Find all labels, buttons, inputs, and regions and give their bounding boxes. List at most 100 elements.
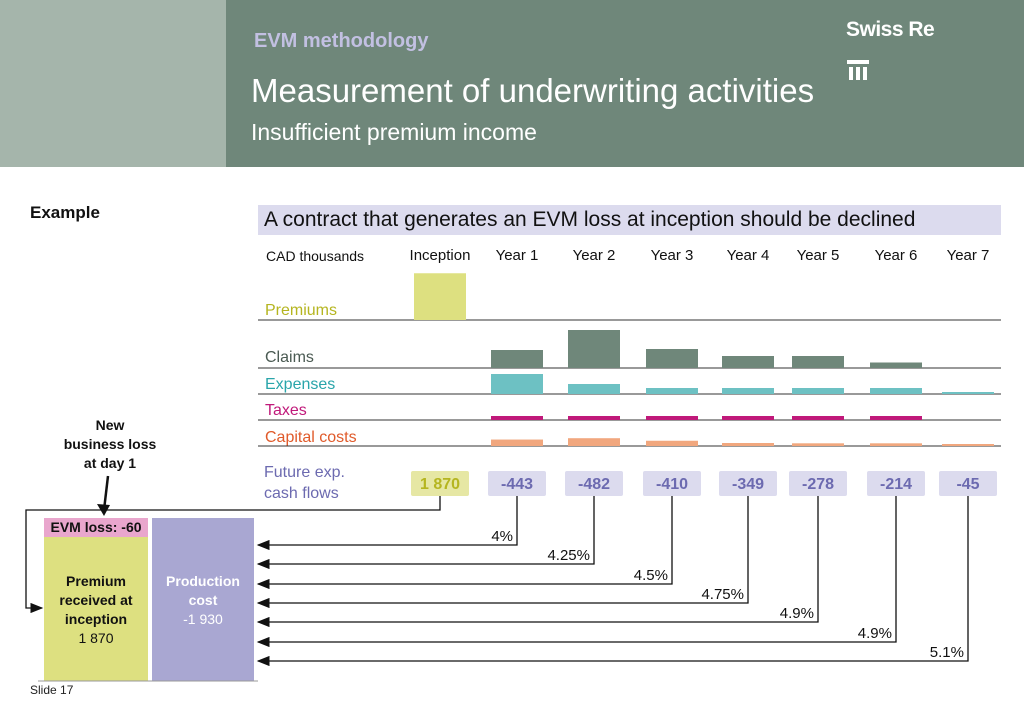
- callout-line-1: New: [95, 417, 125, 433]
- discount-rate-4: 4.9%: [780, 605, 814, 622]
- bar-4-1: [491, 439, 543, 446]
- bar-4-5: [792, 443, 844, 446]
- cash-flow-box-7: [939, 471, 997, 496]
- discount-arrow-0: [256, 496, 518, 551]
- bar-3-3: [646, 416, 698, 420]
- callout-new-business-loss: New business loss at day 1: [50, 416, 170, 473]
- production-cost-box: [152, 518, 254, 681]
- future-cash-flows-label-1: Future exp.: [264, 464, 345, 481]
- cash-flow-value-0: 1 870: [420, 476, 460, 493]
- bar-2-7: [942, 392, 994, 394]
- bar-2-2: [568, 384, 620, 394]
- bar-2-5: [792, 388, 844, 394]
- discount-arrow-5: [256, 496, 897, 648]
- cash-flow-box-6: [867, 471, 925, 496]
- premium-line-3: inception: [64, 611, 128, 627]
- bar-3-4: [722, 416, 774, 420]
- bar-2-6: [870, 388, 922, 394]
- bar-0-0: [414, 273, 466, 320]
- cash-flow-value-4: -349: [732, 476, 764, 493]
- column-header-0: Inception: [410, 247, 471, 264]
- premium-line-1: Premium: [66, 573, 126, 589]
- discount-arrow-2: [256, 496, 673, 590]
- header-left-panel: [0, 0, 226, 167]
- swiss-re-logo-icon: [847, 60, 869, 80]
- cash-flow-box-0: [411, 471, 469, 496]
- cash-flow-value-2: -482: [578, 476, 610, 493]
- callout-line-3: at day 1: [83, 455, 137, 471]
- premium-value: 1 870: [78, 630, 114, 646]
- bar-3-5: [792, 416, 844, 420]
- column-header-3: Year 3: [651, 247, 694, 264]
- cash-flow-box-5: [789, 471, 847, 496]
- cash-flow-box-3: [643, 471, 701, 496]
- column-header-7: Year 7: [947, 247, 990, 264]
- bar-3-1: [491, 416, 543, 420]
- cash-flow-value-6: -214: [880, 476, 912, 493]
- column-header-5: Year 5: [797, 247, 840, 264]
- example-label: Example: [30, 203, 100, 222]
- bar-1-4: [722, 356, 774, 368]
- discount-arrow-1: [256, 496, 595, 570]
- banner: A contract that generates an EVM loss at…: [258, 205, 1001, 235]
- discount-rate-3: 4.75%: [701, 586, 744, 603]
- discount-arrow-4: [256, 496, 819, 628]
- bar-1-2: [568, 330, 620, 368]
- discount-rate-1: 4.25%: [547, 547, 590, 564]
- cash-flow-box-2: [565, 471, 623, 496]
- cash-flow-value-7: -45: [956, 476, 979, 493]
- discount-rate-2: 4.5%: [634, 567, 668, 584]
- callout-arrow-shaft: [102, 475, 110, 511]
- bar-4-4: [722, 443, 774, 446]
- cash-flow-box-4: [719, 471, 777, 496]
- banner-text: A contract that generates an EVM loss at…: [264, 208, 916, 231]
- discount-arrow-3: [256, 496, 749, 609]
- cash-flow-value-1: -443: [501, 476, 533, 493]
- row-label-3: Taxes: [265, 402, 307, 419]
- column-header-2: Year 2: [573, 247, 616, 264]
- premium-box: [44, 537, 148, 681]
- discount-rate-0: 4%: [491, 528, 513, 545]
- section-title: EVM methodology: [254, 30, 429, 52]
- brand-logo-text: Swiss Re: [846, 18, 935, 41]
- bar-4-7: [942, 444, 994, 446]
- cash-flow-value-5: -278: [802, 476, 834, 493]
- column-header-6: Year 6: [875, 247, 918, 264]
- callout-arrow-head: [97, 504, 110, 516]
- bar-1-5: [792, 356, 844, 368]
- cash-flow-box-1: [488, 471, 546, 496]
- bar-4-3: [646, 440, 698, 446]
- discount-rate-5: 4.9%: [858, 625, 892, 642]
- row-label-1: Claims: [265, 349, 314, 366]
- unit-label: CAD thousands: [266, 248, 364, 264]
- column-header-4: Year 4: [727, 247, 770, 264]
- production-cost-text: Production cost -1 930: [152, 572, 254, 629]
- evm-loss-label: EVM loss: -60: [44, 518, 148, 537]
- cost-line-2: cost: [188, 592, 218, 608]
- row-label-4: Capital costs: [265, 429, 357, 446]
- slide-number: Slide 17: [30, 683, 74, 697]
- bar-3-6: [870, 416, 922, 420]
- slide-subtitle: Insufficient premium income: [251, 119, 537, 145]
- cost-value: -1 930: [183, 611, 223, 627]
- bar-3-2: [568, 416, 620, 420]
- bar-4-2: [568, 438, 620, 446]
- row-label-0: Premiums: [265, 302, 337, 319]
- bar-2-4: [722, 388, 774, 394]
- bar-2-3: [646, 388, 698, 394]
- slide-title: Measurement of underwriting activities: [251, 72, 815, 109]
- row-label-2: Expenses: [265, 376, 335, 393]
- bar-4-6: [870, 443, 922, 446]
- cash-flow-value-3: -410: [656, 476, 688, 493]
- column-header-1: Year 1: [496, 247, 539, 264]
- bar-1-3: [646, 349, 698, 368]
- discount-rate-6: 5.1%: [930, 644, 964, 661]
- bar-2-1: [491, 374, 543, 394]
- premium-flow-arrow: [25, 496, 441, 614]
- cost-line-1: Production: [166, 573, 240, 589]
- bar-1-6: [870, 362, 922, 368]
- header-panel: [226, 0, 1024, 167]
- premium-line-2: received at: [59, 592, 133, 608]
- future-cash-flows-label-2: cash flows: [264, 485, 339, 502]
